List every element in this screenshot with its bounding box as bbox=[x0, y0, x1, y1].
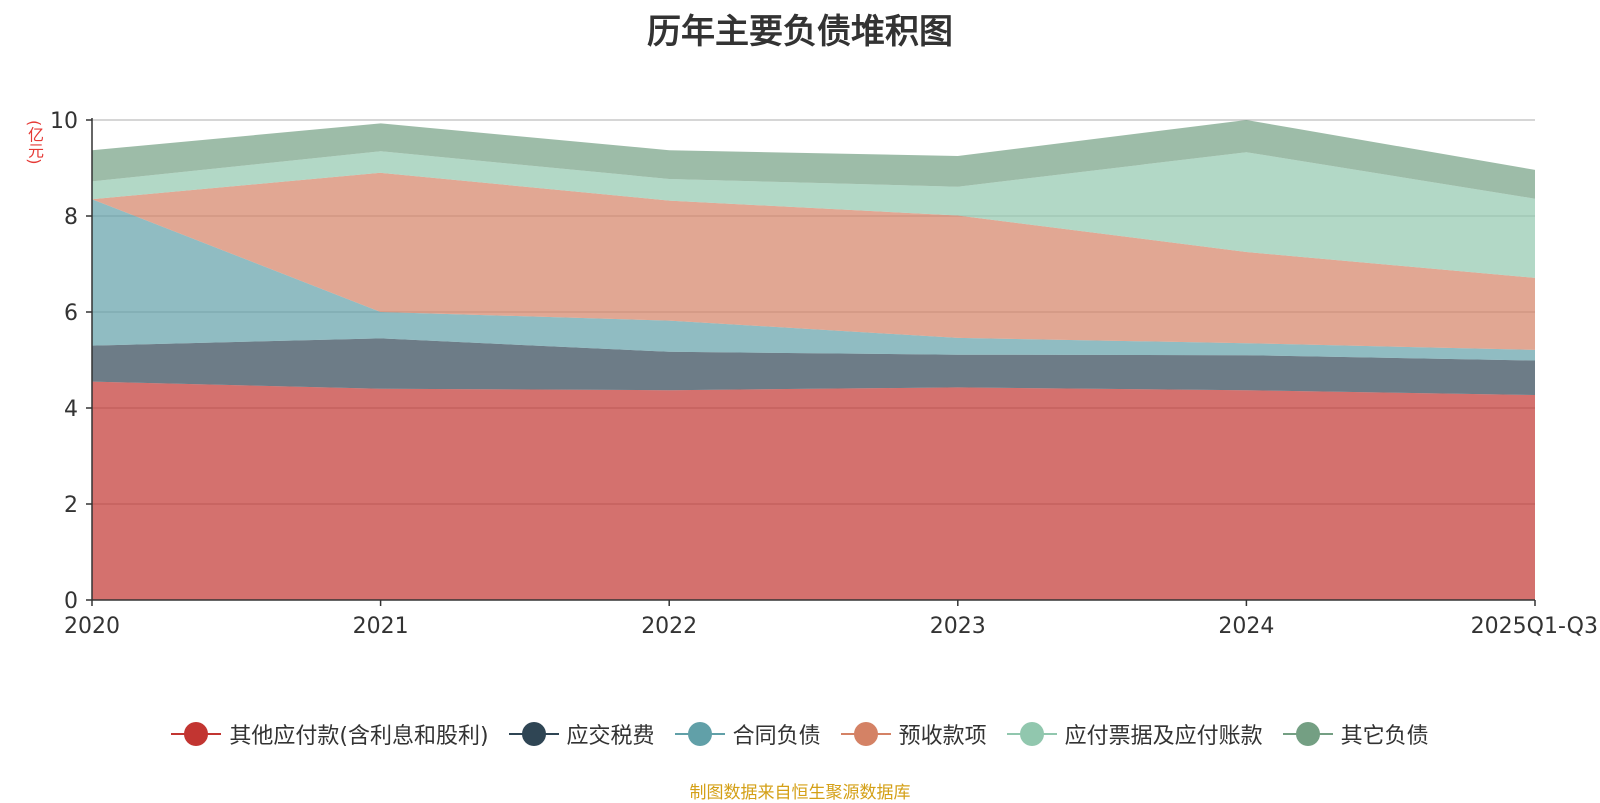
legend-label: 其他应付款(含利息和股利) bbox=[229, 724, 489, 749]
area-series-4 bbox=[92, 172, 1535, 350]
y-tick-label: 0 bbox=[64, 589, 78, 614]
legend-dot bbox=[1019, 722, 1044, 746]
area-series-3 bbox=[92, 199, 1535, 361]
legend-dot bbox=[184, 722, 209, 746]
y-axis-unit-label: (亿元) bbox=[25, 120, 44, 165]
legend-marker-icon bbox=[674, 722, 725, 746]
y-tick-label: 10 bbox=[50, 109, 78, 134]
legend-label: 预收款项 bbox=[898, 724, 987, 749]
axis-layer: 0 2 4 6 8 10 2020 2021 2022 2023 2024 2025Q1-Q3 bbox=[50, 109, 1598, 639]
area-series-2 bbox=[92, 338, 1535, 395]
y-tick-label: 2 bbox=[64, 493, 78, 518]
legend-dot bbox=[687, 722, 712, 746]
legend-item[interactable]: 应付票据及应付账款 bbox=[1006, 718, 1263, 750]
legend-marker-icon bbox=[1282, 722, 1333, 746]
legend-label: 合同负债 bbox=[732, 724, 821, 749]
x-tick-label: 2021 bbox=[353, 614, 409, 639]
y-tick-label: 6 bbox=[64, 301, 78, 326]
x-tick-label: 2025Q1-Q3 bbox=[1471, 614, 1598, 639]
source-note: 制图数据来自恒生聚源数据库 bbox=[689, 783, 911, 803]
area-layer bbox=[92, 120, 1535, 600]
legend-marker-icon bbox=[1006, 722, 1057, 746]
chart-plot: 0 2 4 6 8 10 2020 2021 2022 2023 2024 2025Q1-Q3 bbox=[50, 109, 1598, 639]
area-series-5 bbox=[92, 151, 1535, 278]
legend-item[interactable]: 应交税费 bbox=[508, 718, 655, 750]
area-series-1 bbox=[92, 381, 1535, 600]
x-tick-label: 2024 bbox=[1218, 614, 1274, 639]
legend-dot bbox=[1295, 722, 1320, 746]
legend: 其他应付款(含利息和股利) 应交税费 合同负债 预收款项 应付票据及应付账款 其它负债 bbox=[0, 718, 1600, 750]
x-tick-label: 2020 bbox=[64, 614, 120, 639]
legend-dot bbox=[521, 722, 546, 746]
x-tick-label: 2022 bbox=[641, 614, 697, 639]
legend-item[interactable]: 预收款项 bbox=[840, 718, 987, 750]
legend-item[interactable]: 其他应付款(含利息和股利) bbox=[171, 718, 489, 750]
y-tick-label: 8 bbox=[64, 205, 78, 230]
legend-label: 应交税费 bbox=[566, 724, 655, 749]
legend-item[interactable]: 合同负债 bbox=[674, 718, 821, 750]
legend-label: 其它负债 bbox=[1340, 724, 1429, 749]
legend-label: 应付票据及应付账款 bbox=[1064, 724, 1263, 749]
x-tick-label: 2023 bbox=[930, 614, 986, 639]
area-series-6 bbox=[92, 120, 1535, 199]
chart-title: 历年主要负债堆积图 bbox=[647, 12, 953, 52]
legend-item[interactable]: 其它负债 bbox=[1282, 718, 1429, 750]
legend-dot bbox=[853, 722, 878, 746]
y-tick-label: 4 bbox=[64, 397, 78, 422]
legend-marker-icon bbox=[840, 722, 891, 746]
legend-marker-icon bbox=[171, 722, 222, 746]
legend-marker-icon bbox=[508, 722, 559, 746]
